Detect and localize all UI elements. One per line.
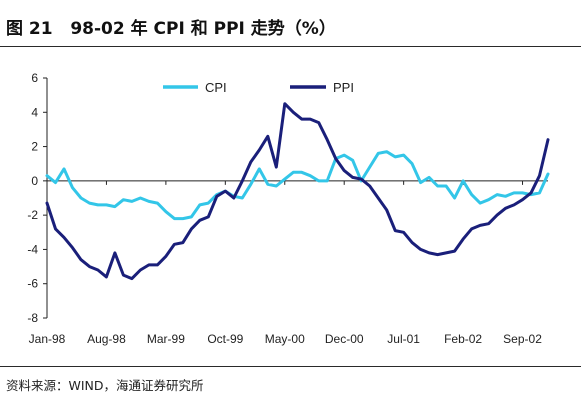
x-tick-label: Aug-98 bbox=[87, 332, 126, 346]
x-tick-label: Feb-02 bbox=[444, 332, 482, 346]
x-tick-label: Jul-01 bbox=[387, 332, 420, 346]
y-tick-label: 6 bbox=[31, 71, 38, 85]
source-note: 资料来源：WIND，海通证券研究所 bbox=[6, 378, 204, 393]
series-line-ppi bbox=[45, 102, 550, 281]
x-tick-label: Oct-99 bbox=[207, 332, 243, 346]
legend-label-ppi: PPI bbox=[333, 80, 354, 95]
y-tick-label: -2 bbox=[27, 208, 38, 222]
x-tick-label: Jan-98 bbox=[29, 332, 66, 346]
title-rule bbox=[0, 46, 581, 47]
y-tick-label: -6 bbox=[27, 277, 38, 291]
x-tick-label: Dec-00 bbox=[325, 332, 364, 346]
x-tick-label: Sep-02 bbox=[503, 332, 542, 346]
legend-label-cpi: CPI bbox=[205, 80, 227, 95]
y-tick-label: 4 bbox=[31, 105, 38, 119]
y-tick-label: -8 bbox=[27, 311, 38, 325]
figure-title: 图 21 98-02 年 CPI 和 PPI 走势（%） bbox=[6, 19, 336, 39]
source-rule bbox=[0, 366, 581, 367]
y-tick-label: -4 bbox=[27, 242, 38, 256]
series-line-cpi bbox=[45, 150, 550, 221]
y-tick-label: 0 bbox=[31, 174, 38, 188]
x-tick-label: May-00 bbox=[265, 332, 305, 346]
x-tick-label: Mar-99 bbox=[147, 332, 185, 346]
y-tick-label: 2 bbox=[31, 140, 38, 154]
